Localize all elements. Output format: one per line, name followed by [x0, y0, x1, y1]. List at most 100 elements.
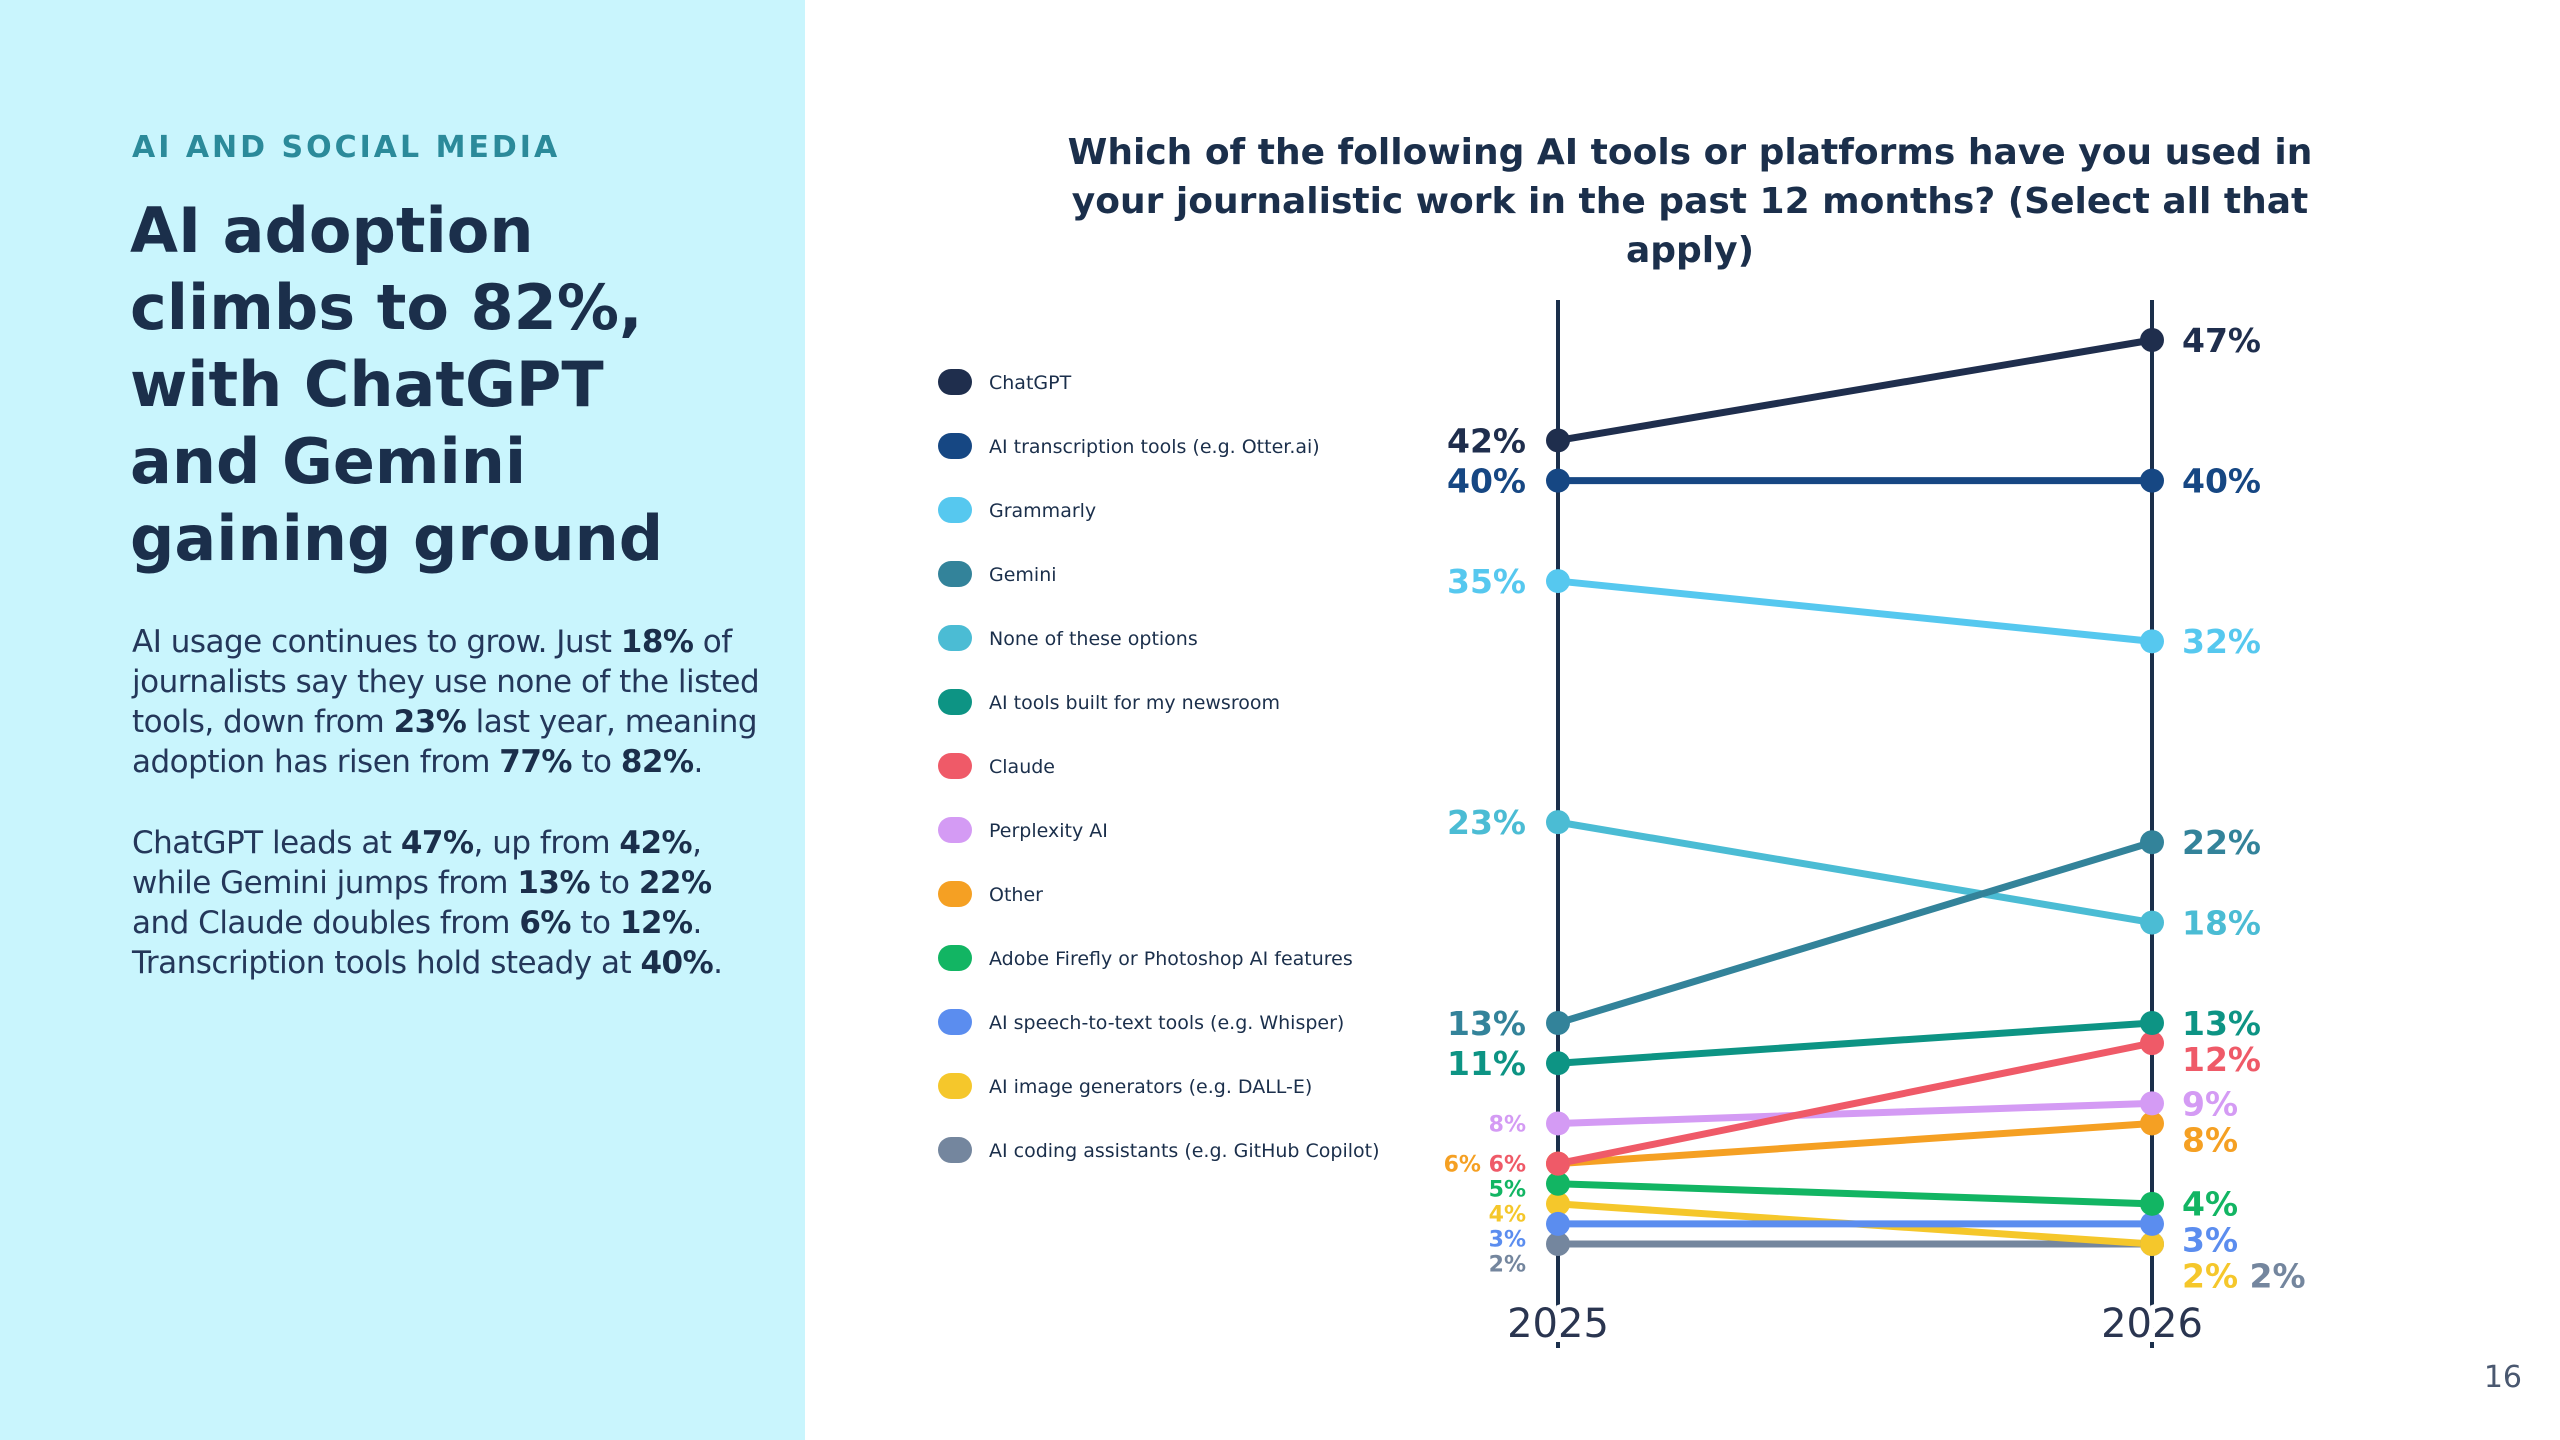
text-run: . Transcription tools hold steady at	[132, 905, 702, 981]
legend-label: AI coding assistants (e.g. GitHub Copilo…	[989, 1140, 1380, 1162]
bold-figure: 77%	[499, 744, 572, 780]
value-label-group: 2% 2%	[2182, 1257, 2306, 1296]
data-point	[1546, 1232, 1570, 1256]
text-run: , while Gemini jumps from	[132, 825, 702, 901]
data-point	[1546, 1211, 1570, 1236]
legend-item: Adobe Firefly or Photoshop AI features	[938, 945, 1353, 971]
value-label: 18%	[2182, 903, 2261, 942]
value-label: 13%	[2182, 1004, 2261, 1043]
legend-swatch	[938, 369, 972, 395]
legend-label: Other	[989, 884, 1043, 906]
body-paragraph-1: AI usage continues to grow. Just 18% of …	[132, 622, 772, 782]
body-paragraph-2: ChatGPT leads at 47%, up from 42%, while…	[132, 823, 772, 983]
bold-figure: 47%	[400, 825, 474, 861]
legend-swatch	[938, 433, 972, 459]
value-label: 3%	[2182, 1221, 2238, 1260]
data-point	[1546, 810, 1570, 835]
legend-swatch	[938, 689, 972, 715]
legend-label: Gemini	[989, 564, 1057, 586]
legend-label: Grammarly	[989, 500, 1096, 522]
data-point	[1546, 1011, 1570, 1036]
bold-figure: 6%	[519, 905, 571, 941]
text-run: to	[571, 744, 621, 780]
text-run: .	[693, 744, 704, 780]
value-label: 47%	[2182, 321, 2261, 360]
legend-swatch	[938, 945, 972, 971]
value-label: 8%	[1489, 1112, 1526, 1137]
year-label: 2026	[2101, 1301, 2203, 1347]
legend-item: Other	[938, 881, 1043, 907]
legend-label: ChatGPT	[989, 372, 1072, 394]
value-label: 2%	[2238, 1257, 2306, 1296]
bold-figure: 18%	[620, 624, 694, 660]
bold-figure: 42%	[619, 825, 693, 861]
text-run: of journalists say they use none of the …	[132, 624, 760, 740]
legend-item: AI speech-to-text tools (e.g. Whisper)	[938, 1009, 1344, 1035]
bold-figure: 40%	[640, 945, 714, 981]
value-label: 22%	[2182, 823, 2261, 862]
value-label: 40%	[2182, 462, 2261, 501]
headline: AI adoption climbs to 82%, with ChatGPT …	[130, 194, 664, 575]
text-run: to	[570, 905, 620, 941]
data-point	[1546, 1051, 1570, 1076]
legend-label: Claude	[989, 756, 1055, 778]
value-label: 13%	[1447, 1004, 1526, 1043]
left-panel: AI AND SOCIAL MEDIA AI adoption climbs t…	[0, 0, 805, 1440]
data-point	[1546, 569, 1570, 594]
data-point	[1546, 1171, 1570, 1196]
legend-item: AI tools built for my newsroom	[938, 689, 1280, 715]
legend-swatch	[938, 817, 972, 843]
value-label: 2%	[1489, 1253, 1526, 1278]
series-line	[1554, 1180, 2156, 1208]
legend-swatch	[938, 753, 972, 779]
legend-label: Perplexity AI	[989, 820, 1108, 842]
text-run: to	[590, 865, 639, 901]
legend-label: AI image generators (e.g. DALL-E)	[989, 1076, 1312, 1098]
value-label: 40%	[1447, 462, 1526, 501]
data-point	[2140, 1011, 2164, 1036]
legend-item: None of these options	[938, 625, 1198, 651]
value-label: 6%	[1481, 1153, 1526, 1178]
data-point	[2140, 1111, 2164, 1136]
legend-label: Adobe Firefly or Photoshop AI features	[989, 948, 1353, 970]
legend-item: AI transcription tools (e.g. Otter.ai)	[938, 433, 1320, 459]
text-run: last year, meaning adoption has risen fr…	[132, 704, 758, 780]
text-run: AI usage continues to grow. Just	[132, 624, 621, 660]
value-label: 6%	[1444, 1153, 1481, 1178]
chart-title: Which of the following AI tools or platf…	[1067, 132, 2313, 271]
legend-label: AI transcription tools (e.g. Otter.ai)	[989, 436, 1320, 458]
legend-item: Gemini	[938, 561, 1057, 587]
value-label: 2%	[2182, 1257, 2238, 1296]
value-label: 23%	[1447, 803, 1526, 842]
legend-item: Perplexity AI	[938, 817, 1108, 843]
data-point	[2140, 1211, 2164, 1236]
series-line	[1554, 1119, 2156, 1168]
data-point	[2140, 1091, 2164, 1116]
legend-swatch	[938, 561, 972, 587]
data-point	[2140, 629, 2164, 654]
legend-item: AI coding assistants (e.g. GitHub Copilo…	[938, 1137, 1380, 1163]
legend-swatch	[938, 881, 972, 907]
legend-item: Claude	[938, 753, 1055, 779]
value-label: 8%	[2182, 1120, 2238, 1159]
page-number: 16	[2483, 1360, 2522, 1395]
data-point	[2140, 1031, 2164, 1056]
legend: ChatGPT AI transcription tools (e.g. Otte…	[938, 369, 1380, 1163]
data-point	[2140, 1232, 2164, 1256]
data-point	[1546, 468, 1570, 493]
legend-swatch	[938, 625, 972, 651]
bold-figure: 12%	[619, 905, 693, 941]
value-label: 35%	[1447, 562, 1526, 601]
value-label: 9%	[2182, 1084, 2238, 1123]
value-label: 11%	[1447, 1044, 1526, 1083]
text-run: , up from	[473, 825, 620, 861]
value-label-group: 6% 6%	[1444, 1153, 1526, 1178]
year-label: 2025	[1507, 1301, 1609, 1347]
series-line	[1554, 818, 2156, 927]
data-point	[2140, 830, 2164, 855]
legend-swatch	[938, 1137, 972, 1163]
series-lines	[1554, 336, 2156, 1248]
value-label: 3%	[1489, 1228, 1526, 1253]
data-point	[2140, 468, 2164, 493]
